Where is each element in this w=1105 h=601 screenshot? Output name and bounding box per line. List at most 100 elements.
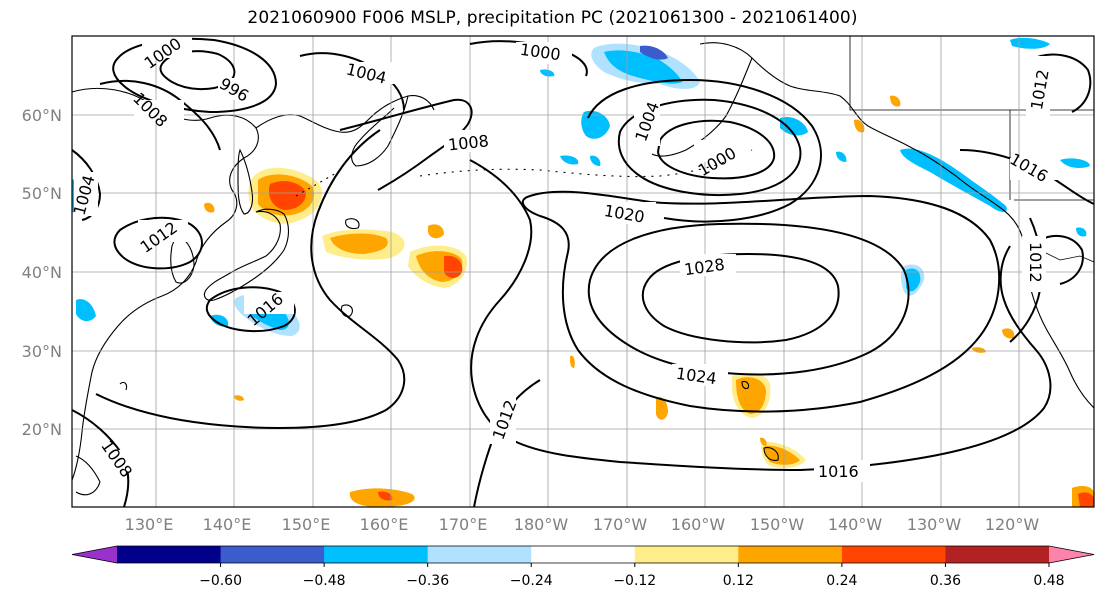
colorbar-segment <box>531 546 636 563</box>
precip-blob <box>1002 328 1015 339</box>
coast-line <box>849 36 1094 111</box>
precip-blob <box>570 355 575 368</box>
colorbar-extend-high <box>1049 546 1094 563</box>
precip-blob <box>330 233 388 254</box>
precip-blob <box>890 95 901 107</box>
lon-label: 130°W <box>907 515 962 534</box>
isobar-1008 <box>339 98 473 191</box>
isobar-1008 <box>1039 234 1084 285</box>
precip-blob <box>760 437 767 446</box>
colorbar-tick-label: 0.48 <box>1033 573 1064 589</box>
isobar-1024 <box>587 222 910 376</box>
isobar-1008 <box>99 79 221 151</box>
colorbar-extend-low <box>72 546 117 563</box>
lon-label: 120°W <box>985 515 1040 534</box>
lon-label: 150°E <box>282 515 331 534</box>
longitude-labels: 130°E 140°E 150°E 160°E 170°E 180°W 170°… <box>125 515 1040 534</box>
precip-blob <box>780 116 808 136</box>
precip-blob <box>640 45 668 60</box>
precip-blob <box>1010 37 1050 49</box>
coast-line <box>71 87 259 481</box>
precip-blob <box>210 314 229 327</box>
isobar-1016 <box>205 286 296 333</box>
coast-line <box>237 148 254 215</box>
lat-label: 20°N <box>22 420 62 439</box>
lon-label: 180°W <box>514 515 569 534</box>
isobar-1012 <box>1029 53 1092 113</box>
isobar-label: 1016 <box>818 462 859 481</box>
colorbar-tick-label: −0.12 <box>613 573 656 589</box>
lon-label: 140°E <box>203 515 252 534</box>
precip-blob <box>76 299 96 322</box>
precip-blob <box>204 202 215 213</box>
lat-label: 30°N <box>22 342 62 361</box>
colorbar-tick-label: 0.36 <box>930 573 961 589</box>
lon-label: 150°W <box>750 515 805 534</box>
isobar-1004 <box>617 98 802 197</box>
isobar-1012 <box>113 216 203 270</box>
colorbar-segment <box>738 546 843 563</box>
coast-line <box>1039 249 1095 263</box>
colorbar-segment <box>841 546 946 563</box>
chart-title: 2021060900 F006 MSLP, precipitation PC (… <box>247 8 858 28</box>
coast-line <box>699 42 1023 237</box>
precip-blob <box>836 151 847 162</box>
precip-blob <box>1078 492 1094 507</box>
coast-line <box>119 381 128 391</box>
isobar-1008 <box>587 78 822 223</box>
precip-blob <box>378 491 393 501</box>
lat-label: 40°N <box>22 263 62 282</box>
isobar-1020 <box>521 190 1001 413</box>
isobar-1012 <box>95 129 406 430</box>
lat-label: 60°N <box>22 106 62 125</box>
map-frame <box>71 35 1095 508</box>
precip-blob <box>1060 158 1090 168</box>
colorbar-tick-label: 0.12 <box>723 573 754 589</box>
colorbar-segment <box>427 546 532 563</box>
precip-blob <box>656 396 668 420</box>
colorbar-segment <box>634 546 739 563</box>
colorbar-tick-label: −0.60 <box>199 573 242 589</box>
lon-label: 160°E <box>360 515 409 534</box>
precip-blob <box>268 181 306 210</box>
precip-blob <box>604 50 682 84</box>
colorbar-tick-label: −0.48 <box>303 573 346 589</box>
coast-line <box>75 455 101 496</box>
isobar-label: 1008 <box>447 131 489 154</box>
isobar-label: 1012 <box>1026 242 1045 283</box>
precip-blob <box>590 155 601 166</box>
isobar-1004 <box>71 149 102 221</box>
precip-blob <box>234 395 244 401</box>
colorbar <box>71 545 1095 564</box>
colorbar-tick-label: −0.24 <box>510 573 553 589</box>
coast-line <box>345 218 360 230</box>
lon-label: 170°W <box>593 515 648 534</box>
colorbar-tick-label: −0.36 <box>406 573 449 589</box>
precip-blob <box>900 148 1007 212</box>
precip-blob <box>1076 227 1087 237</box>
colorbar-tick-label: 0.24 <box>826 573 857 589</box>
lon-label: 170°E <box>439 515 488 534</box>
colorbar-segment <box>945 546 1050 563</box>
precip-blob <box>428 224 444 239</box>
coast-line <box>741 380 750 390</box>
precip-blob <box>906 268 921 292</box>
colorbar-segment <box>220 546 325 563</box>
colorbar-segment <box>324 546 429 563</box>
isobar-1000 <box>656 119 776 180</box>
coast-line <box>351 95 409 167</box>
colorbar-ticks: −0.60 −0.48 −0.36 −0.24 −0.12 0.12 0.24 0.36 0.4… <box>199 563 1065 589</box>
precip-blob <box>444 255 463 278</box>
lat-label: 50°N <box>22 184 62 203</box>
colorbar-outline <box>71 545 1095 564</box>
coast-line <box>763 447 779 461</box>
isobar-1016 <box>469 159 1052 472</box>
coast-line <box>651 57 753 157</box>
lon-label: 130°E <box>125 515 174 534</box>
latitude-labels: 60°N 50°N 40°N 30°N 20°N <box>22 106 62 439</box>
lon-label: 160°W <box>671 515 726 534</box>
coast-line <box>203 208 290 301</box>
colorbar-segment <box>117 546 222 563</box>
precip-blob <box>560 155 579 165</box>
